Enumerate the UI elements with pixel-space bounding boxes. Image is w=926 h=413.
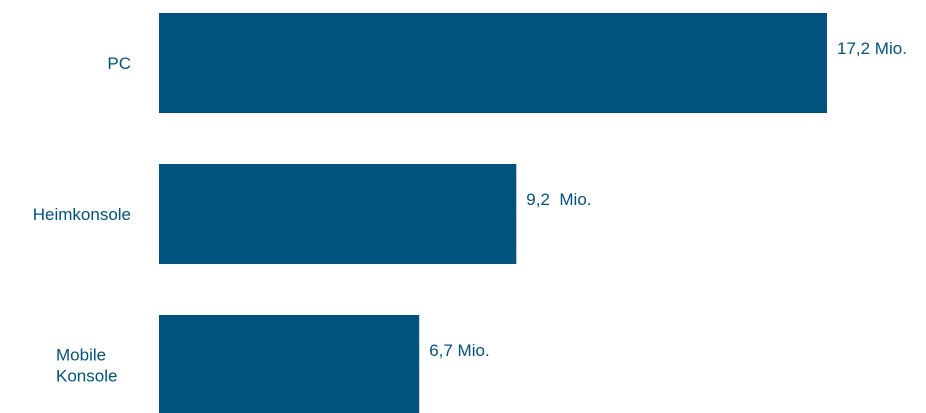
bar-1 (159, 164, 517, 264)
value-label: 17,2 Mio. (837, 39, 907, 58)
category-label: Mobile Konsole (56, 346, 117, 386)
value-label: 9,2 Mio. (526, 190, 591, 209)
category-label: Heimkonsole (33, 205, 131, 224)
bar-2 (159, 315, 420, 413)
bar-0 (159, 13, 827, 113)
category-label: PC (107, 54, 131, 73)
value-label: 6,7 Mio. (429, 341, 489, 360)
